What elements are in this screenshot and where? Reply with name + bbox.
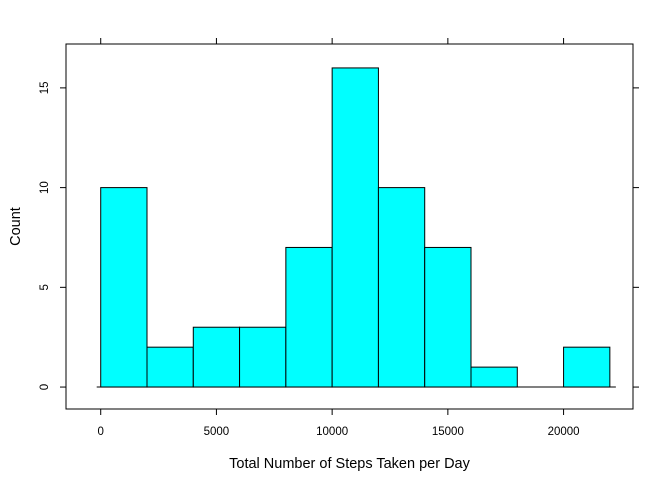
plot-frame [65, 43, 634, 410]
x-tick-label: 5000 [204, 426, 230, 438]
x-tick-label: 20000 [548, 426, 580, 438]
x-tick-label: 10000 [316, 426, 348, 438]
histogram-bar [100, 187, 148, 388]
y-axis-ticks: 0 5 10 15 [39, 81, 639, 390]
y-tick-label: 0 [39, 384, 51, 390]
histogram-bar [285, 246, 333, 388]
y-tick-label: 15 [39, 81, 51, 94]
x-axis-ticks: 0 5000 10000 15000 20000 [98, 38, 580, 438]
x-tick-label: 15000 [432, 426, 464, 438]
histogram-bar [563, 346, 611, 388]
histogram-bar [470, 366, 518, 388]
histogram-bar [424, 246, 472, 388]
histogram-bar [146, 346, 194, 388]
histogram-bar [377, 187, 426, 388]
x-tick-label: 0 [98, 426, 104, 438]
y-axis-title: Count [8, 207, 24, 246]
y-tick-label: 10 [39, 181, 51, 194]
histogram-bar [331, 67, 379, 388]
y-tick-label: 5 [39, 284, 51, 290]
histogram-bar [239, 326, 287, 388]
histogram-bars [96, 67, 616, 388]
x-axis-title: Total Number of Steps Taken per Day [229, 456, 470, 472]
histogram-bar [192, 326, 241, 388]
